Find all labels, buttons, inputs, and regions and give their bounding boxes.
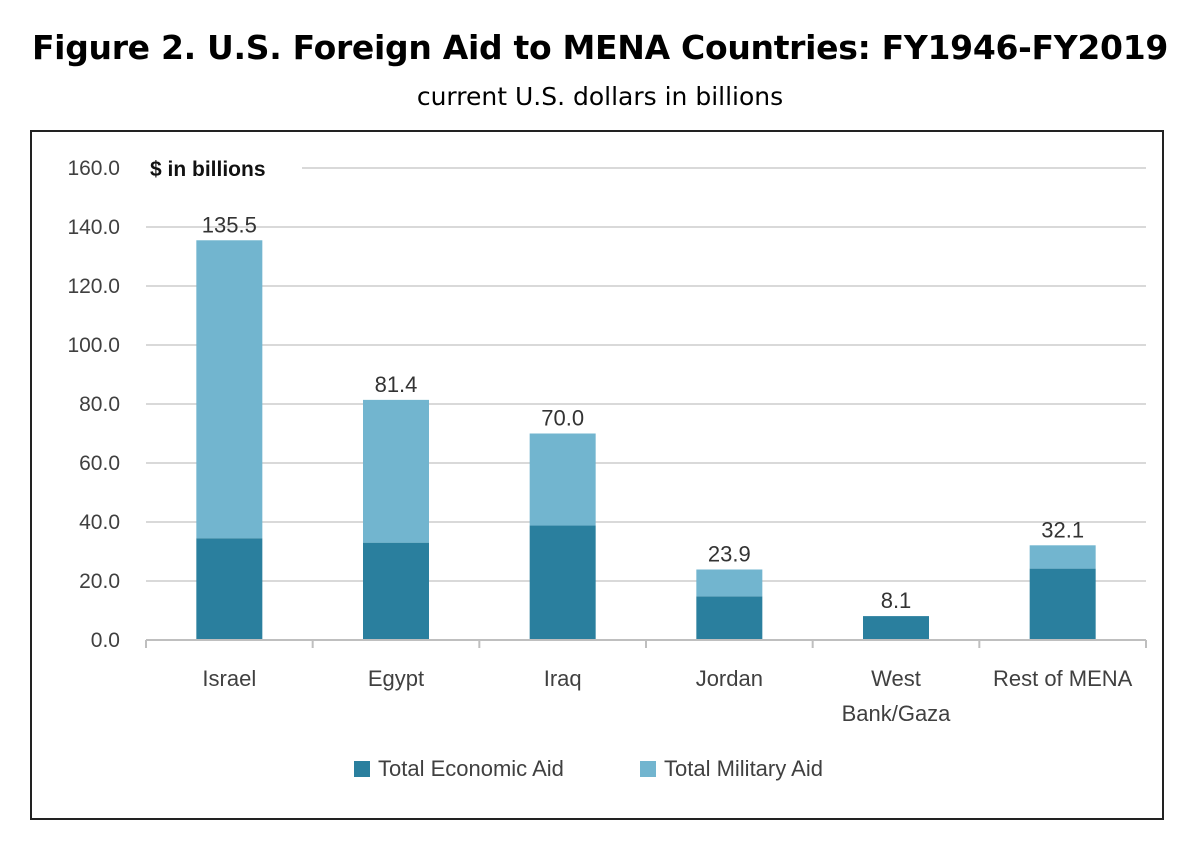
x-category-label: Iraq [544, 666, 582, 691]
x-category-label: Israel [202, 666, 256, 691]
bars [196, 240, 1096, 640]
figure-subtitle: current U.S. dollars in billions [416, 82, 784, 111]
total-data-label: 81.4 [375, 372, 418, 397]
x-category-label-line: Rest of MENA [993, 666, 1133, 691]
x-category-label-line: Jordan [696, 666, 763, 691]
y-tick-label: 140.0 [67, 216, 120, 239]
legend: Total Economic Aid Total Military Aid [354, 756, 823, 781]
y-tick-label: 60.0 [79, 452, 120, 475]
total-data-label: 70.0 [541, 406, 584, 431]
bar-economic-aid [863, 616, 929, 640]
x-category-label-line: Egypt [368, 666, 424, 691]
labels: 0.0 20.0 40.0 60.0 80.0 100.0 120.0 140.0 160.0 1… [67, 157, 1132, 726]
x-category-label-line: Israel [202, 666, 256, 691]
total-data-label: 32.1 [1041, 517, 1084, 542]
legend-label-economic: Total Economic Aid [378, 756, 564, 781]
figure-title: Figure 2. U.S. Foreign Aid to MENA Count… [31, 28, 1169, 67]
y-tick-label: 100.0 [67, 334, 120, 357]
legend-swatch-military [640, 761, 656, 777]
units-label-background [144, 156, 302, 180]
grid-lines [144, 156, 1146, 582]
bar-economic-aid [363, 542, 429, 640]
bar-military-aid [696, 569, 763, 597]
bar-economic-aid [529, 525, 596, 640]
x-category-label-line: Bank/Gaza [842, 701, 952, 726]
bar-military-aid [1029, 545, 1096, 569]
y-tick-label: 80.0 [79, 393, 120, 416]
bar-military-aid [363, 399, 429, 543]
total-data-label: 23.9 [708, 541, 751, 566]
y-tick-label: 0.0 [91, 629, 120, 652]
bar-economic-aid [696, 596, 763, 640]
bar-economic-aid [1029, 568, 1096, 640]
x-category-label: West Bank/Gaza [842, 666, 952, 726]
legend-swatch-economic [354, 761, 370, 777]
legend-label-military: Total Military Aid [664, 756, 823, 781]
chart-frame: 0.0 20.0 40.0 60.0 80.0 100.0 120.0 140.0 160.0 1… [30, 130, 1164, 820]
chart-svg: 0.0 20.0 40.0 60.0 80.0 100.0 120.0 140.0 160.0 1… [67, 156, 1147, 781]
total-data-label: 135.5 [202, 212, 257, 237]
x-category-label-line: Iraq [544, 666, 582, 691]
y-tick-label: 120.0 [67, 275, 120, 298]
x-category-label-line: West [871, 666, 921, 691]
x-category-label: Rest of MENA [993, 666, 1133, 691]
y-tick-label: 40.0 [79, 511, 120, 534]
y-tick-label: 20.0 [79, 570, 120, 593]
y-tick-label: 160.0 [67, 157, 120, 180]
bar-economic-aid [196, 538, 263, 640]
x-axis [145, 639, 1147, 648]
x-category-label: Egypt [368, 666, 424, 691]
x-category-label: Jordan [696, 666, 763, 691]
bar-military-aid [529, 433, 596, 526]
units-label: $ in billions [150, 158, 266, 181]
bar-military-aid [196, 240, 263, 539]
total-data-label: 8.1 [881, 588, 912, 613]
